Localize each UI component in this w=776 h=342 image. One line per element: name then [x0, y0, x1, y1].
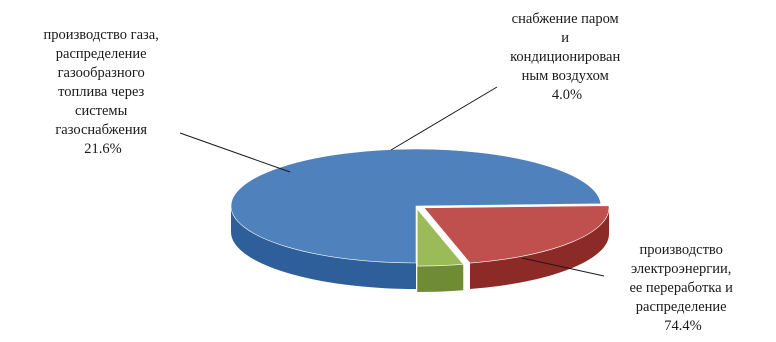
slice-side-gas	[470, 207, 610, 290]
slice-side-electricity	[231, 206, 416, 289]
slice-value-steam: 4.0%	[552, 87, 582, 103]
slice-label-gas: производство газа, распределение газообр…	[44, 27, 163, 157]
slice-value-electricity: 74.4%	[664, 318, 701, 334]
leader-line-electricity	[521, 257, 605, 277]
slice-gas	[423, 205, 610, 264]
leader-line-gas	[179, 132, 291, 173]
slice-label-electricity: производство электроэнергии, ее перерабо…	[629, 242, 736, 334]
slice-side-steam	[417, 264, 464, 293]
slice-electricity	[230, 148, 602, 264]
slice-value-gas: 21.6%	[84, 141, 121, 157]
leader-lines	[179, 86, 605, 277]
pie-3d-sides	[231, 206, 610, 293]
leader-line-steam	[390, 86, 498, 151]
pie-slices	[230, 148, 610, 267]
slice-steam	[416, 208, 464, 267]
slice-label-steam: снабжение паром и кондиционирован ным во…	[510, 11, 624, 103]
